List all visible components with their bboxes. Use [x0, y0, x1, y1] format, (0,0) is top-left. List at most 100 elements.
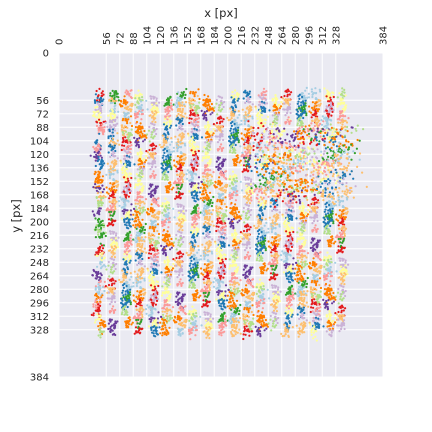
data-point — [110, 149, 113, 152]
data-point — [141, 327, 144, 330]
data-point — [151, 223, 154, 226]
data-point — [135, 330, 138, 333]
data-point — [102, 222, 105, 225]
data-point — [96, 96, 99, 99]
data-point — [150, 144, 153, 147]
data-point — [178, 239, 181, 242]
data-point — [208, 225, 211, 228]
data-point — [135, 305, 138, 308]
data-point — [195, 325, 198, 328]
data-point — [165, 128, 168, 131]
data-point — [220, 193, 223, 196]
data-point — [126, 289, 129, 292]
data-point — [124, 163, 127, 166]
data-point — [219, 115, 222, 118]
data-point — [114, 308, 117, 312]
data-point — [98, 222, 101, 225]
data-point — [110, 279, 113, 282]
data-point — [89, 154, 92, 157]
data-point — [98, 132, 101, 135]
data-point — [197, 232, 200, 235]
data-point — [207, 233, 210, 236]
data-point — [194, 329, 197, 332]
data-point — [152, 302, 155, 305]
data-point — [184, 112, 187, 115]
data-point — [138, 245, 142, 248]
data-point — [169, 314, 172, 317]
data-point — [204, 165, 207, 168]
data-point — [204, 209, 207, 212]
data-point — [134, 177, 137, 180]
data-point — [153, 285, 156, 288]
data-point — [115, 246, 118, 249]
data-point — [168, 150, 171, 153]
data-point — [109, 139, 113, 143]
data-point — [198, 97, 201, 101]
data-point — [164, 202, 167, 205]
data-point — [170, 242, 173, 245]
data-point — [130, 89, 133, 92]
data-point — [153, 157, 157, 160]
data-point — [209, 318, 212, 321]
data-point — [145, 154, 148, 158]
data-point — [125, 181, 129, 184]
data-point — [177, 311, 180, 314]
data-point — [104, 121, 107, 124]
data-point — [189, 113, 192, 116]
data-point — [192, 140, 195, 143]
data-point — [152, 128, 155, 132]
data-point — [193, 99, 196, 102]
data-point — [188, 313, 191, 316]
data-point — [180, 135, 183, 138]
data-point — [109, 165, 112, 168]
data-point — [163, 151, 166, 154]
data-point — [169, 143, 172, 146]
data-point — [206, 144, 209, 147]
data-point — [202, 117, 205, 120]
data-point — [163, 178, 166, 181]
data-point — [138, 254, 141, 257]
data-point — [195, 173, 198, 176]
data-point — [180, 265, 184, 268]
data-point — [209, 181, 212, 184]
data-point — [123, 186, 126, 189]
data-point — [152, 262, 156, 265]
data-point — [161, 292, 164, 295]
data-point — [182, 235, 185, 239]
data-point — [166, 97, 169, 100]
data-point — [110, 120, 113, 123]
data-point — [151, 248, 154, 251]
data-point — [194, 320, 197, 323]
data-point — [134, 110, 137, 113]
data-point — [146, 213, 150, 216]
data-point — [129, 259, 132, 262]
data-point — [150, 282, 153, 285]
data-point — [107, 114, 110, 117]
data-point — [140, 307, 143, 310]
data-point — [161, 203, 164, 206]
data-point — [162, 328, 165, 331]
data-point — [168, 181, 171, 185]
data-point — [122, 212, 125, 215]
data-point — [206, 287, 209, 290]
data-point — [181, 101, 184, 104]
data-point — [187, 134, 190, 137]
data-point — [128, 318, 132, 321]
data-point — [152, 289, 156, 292]
data-point — [190, 327, 193, 331]
data-point — [175, 248, 178, 251]
data-point — [171, 267, 175, 270]
data-point — [96, 218, 99, 222]
data-point — [106, 224, 109, 227]
data-point — [134, 205, 138, 208]
data-point — [120, 206, 123, 209]
data-point — [142, 175, 145, 178]
data-point — [95, 274, 98, 277]
data-point — [204, 291, 207, 294]
data-point — [196, 261, 199, 264]
data-point — [130, 243, 133, 246]
data-point — [180, 231, 183, 234]
data-point — [182, 219, 185, 222]
data-point — [204, 204, 207, 207]
data-point — [102, 120, 105, 123]
